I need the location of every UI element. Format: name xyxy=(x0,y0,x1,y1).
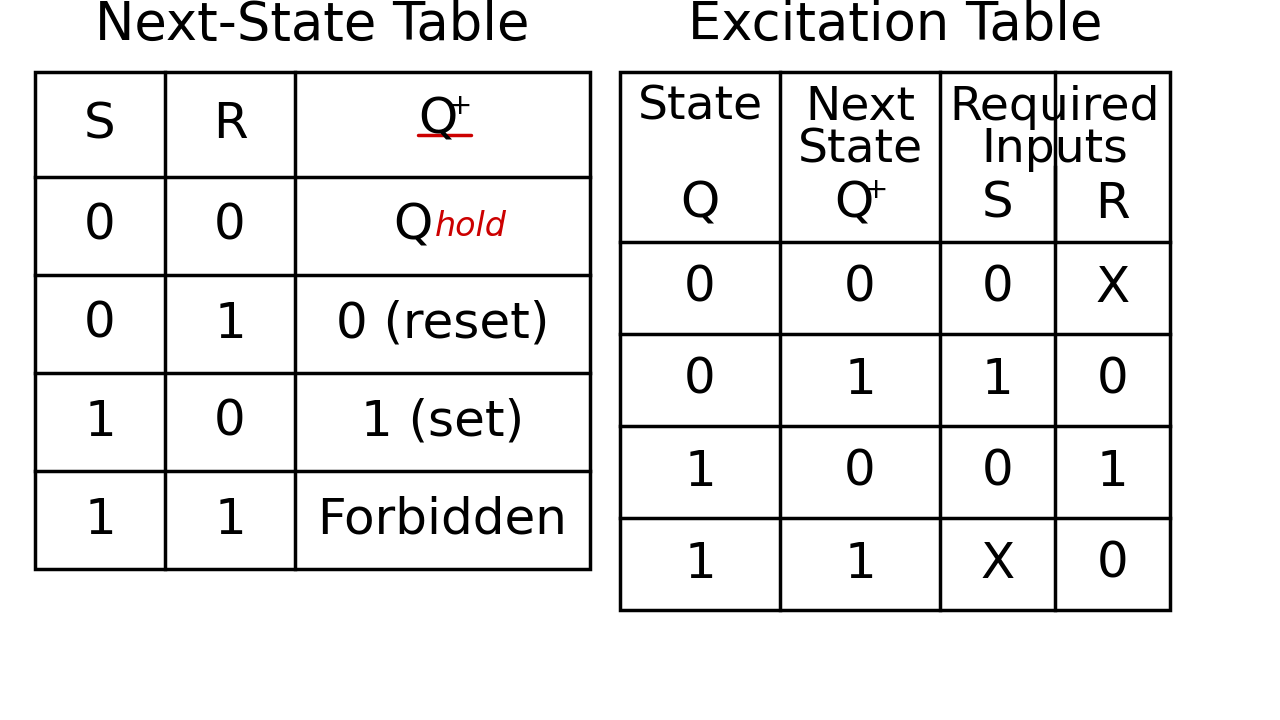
Text: 1: 1 xyxy=(214,300,246,348)
Text: S: S xyxy=(982,180,1014,228)
Text: 1: 1 xyxy=(84,398,116,446)
Bar xyxy=(620,72,1170,610)
Text: Required: Required xyxy=(950,84,1160,130)
Text: 1: 1 xyxy=(214,496,246,544)
Text: 1: 1 xyxy=(684,540,716,588)
Text: 0: 0 xyxy=(214,398,246,446)
Text: 0 (reset): 0 (reset) xyxy=(335,300,549,348)
Text: 1: 1 xyxy=(982,356,1014,404)
Text: 0: 0 xyxy=(214,202,246,250)
Text: 0: 0 xyxy=(982,448,1014,496)
Text: Next: Next xyxy=(805,84,915,130)
Text: R: R xyxy=(1096,180,1130,228)
Text: 0: 0 xyxy=(684,356,716,404)
Text: 1: 1 xyxy=(684,448,716,496)
Text: hold: hold xyxy=(435,210,507,243)
Text: +: + xyxy=(864,176,888,204)
Text: X: X xyxy=(980,540,1015,588)
Text: X: X xyxy=(1096,264,1130,312)
Text: Forbidden: Forbidden xyxy=(317,496,567,544)
Text: 1: 1 xyxy=(844,540,876,588)
Text: 0: 0 xyxy=(1097,356,1129,404)
Text: 0: 0 xyxy=(844,448,876,496)
Text: State: State xyxy=(797,127,923,173)
Text: Q: Q xyxy=(393,202,433,250)
Text: Excitation Table: Excitation Table xyxy=(687,0,1102,51)
Text: 0: 0 xyxy=(982,264,1014,312)
Text: 0: 0 xyxy=(844,264,876,312)
Bar xyxy=(35,72,590,569)
Text: Q: Q xyxy=(417,96,457,143)
Text: Inputs: Inputs xyxy=(982,127,1129,173)
Text: 0: 0 xyxy=(684,264,716,312)
Text: 1 (set): 1 (set) xyxy=(361,398,524,446)
Text: Q: Q xyxy=(835,180,874,228)
Text: 0: 0 xyxy=(84,202,116,250)
Text: 1: 1 xyxy=(84,496,116,544)
Text: 0: 0 xyxy=(84,300,116,348)
Text: State: State xyxy=(637,84,763,130)
Text: Q: Q xyxy=(681,180,719,228)
Text: 0: 0 xyxy=(1097,540,1129,588)
Text: +: + xyxy=(448,92,472,120)
Text: R: R xyxy=(212,101,247,148)
Text: 1: 1 xyxy=(844,356,876,404)
Text: Next-State Table: Next-State Table xyxy=(95,0,530,51)
Text: S: S xyxy=(84,101,115,148)
Text: 1: 1 xyxy=(1097,448,1129,496)
